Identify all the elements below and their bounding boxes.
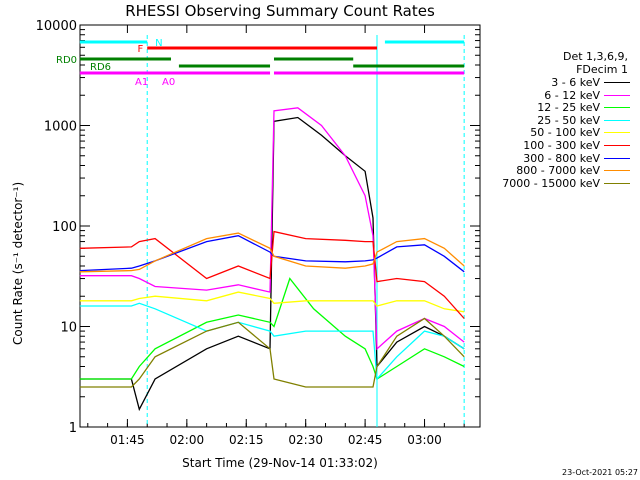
legend-entry: 100 - 300 keV: [480, 139, 630, 152]
legend-entry: 300 - 800 keV: [480, 152, 630, 165]
flag-label: N: [155, 38, 162, 49]
legend-swatch: [604, 82, 630, 83]
y-axis-label: Count Rate (s⁻¹ detector⁻¹): [11, 181, 25, 345]
flag-label: A1: [135, 77, 148, 88]
flag-label: A0: [162, 77, 175, 88]
legend-swatch: [604, 144, 630, 146]
legend-label: 25 - 50 keV: [537, 113, 600, 127]
legend-swatch: [604, 170, 630, 172]
vertical-markers: [146, 35, 465, 427]
x-tick-label: 02:15: [229, 433, 264, 447]
series-line: [79, 232, 465, 273]
legend-label: 6 - 12 keV: [544, 88, 600, 102]
legend-entry: 7000 - 15000 keV: [480, 177, 630, 190]
series-line: [79, 107, 465, 351]
legend-entry: 12 - 25 keV: [480, 101, 630, 114]
y-tick-label: 1: [69, 421, 77, 436]
series-line: [79, 291, 465, 313]
x-tick-label: 02:00: [170, 433, 205, 447]
legend-swatch: [604, 107, 630, 109]
flag-label: RD6: [90, 62, 111, 73]
x-axis: 01:45 02:00 02:15 02:30 02:45 03:00: [87, 25, 465, 447]
legend-label: 3 - 6 keV: [551, 76, 600, 89]
x-tick-label: 01:45: [110, 433, 145, 447]
x-tick-label: 02:45: [348, 433, 383, 447]
legend-label: 7000 - 15000 keV: [502, 176, 600, 190]
flag-label: RD0: [56, 55, 77, 66]
series-line: [79, 317, 465, 388]
legend-entry: 25 - 50 keV: [480, 114, 630, 127]
legend-label: 50 - 100 keV: [530, 126, 600, 140]
legend-label: 12 - 25 keV: [537, 101, 600, 115]
legend-entry: 800 - 7000 keV: [480, 164, 630, 177]
x-tick-label: 03:00: [407, 433, 442, 447]
legend-swatch: [604, 157, 630, 159]
legend-entry: 3 - 6 keV: [480, 76, 630, 89]
y-tick-label: 10: [60, 321, 77, 336]
y-tick-label: 1000: [44, 120, 77, 135]
legend-entries: 3 - 6 keV 6 - 12 keV 12 - 25 keV 25 - 50 ke…: [480, 76, 630, 190]
legend-label: 300 - 800 keV: [523, 151, 600, 165]
legend-swatch: [604, 182, 630, 184]
legend-header-line-2: FDecim 1: [576, 63, 628, 76]
legend-entry: 6 - 12 keV: [480, 89, 630, 102]
x-axis-label: Start Time (29-Nov-14 01:33:02): [182, 456, 378, 470]
series-line: [79, 277, 465, 380]
state-flag-bars: N F RD0 RD6 A1 A0: [56, 38, 465, 88]
y-axis: 1 10 100 1000 10000: [36, 19, 480, 436]
legend-swatch: [604, 119, 630, 121]
series-line: [79, 235, 465, 273]
y-tick-label: 100: [52, 220, 77, 235]
series-line: [79, 230, 465, 319]
legend-header-line-1: Det 1,3,6,9,: [562, 50, 628, 63]
legend-label: 100 - 300 keV: [523, 138, 600, 152]
series-line: [79, 116, 465, 412]
flag-label: F: [137, 44, 143, 55]
y-tick-label: 10000: [36, 19, 77, 34]
series-lines: [79, 107, 465, 412]
series-line: [79, 302, 465, 381]
x-tick-label: 02:30: [288, 433, 323, 447]
timestamp: 23-Oct-2021 05:27: [562, 468, 638, 477]
legend-swatch: [604, 132, 630, 134]
legend-label: 800 - 7000 keV: [516, 164, 600, 178]
legend-entry: 50 - 100 keV: [480, 126, 630, 139]
legend-swatch: [604, 94, 630, 96]
chart-title: RHESSI Observing Summary Count Rates: [125, 2, 435, 20]
legend: Det 1,3,6,9, FDecim 1 3 - 6 keV 6 - 12 ke…: [480, 50, 630, 190]
